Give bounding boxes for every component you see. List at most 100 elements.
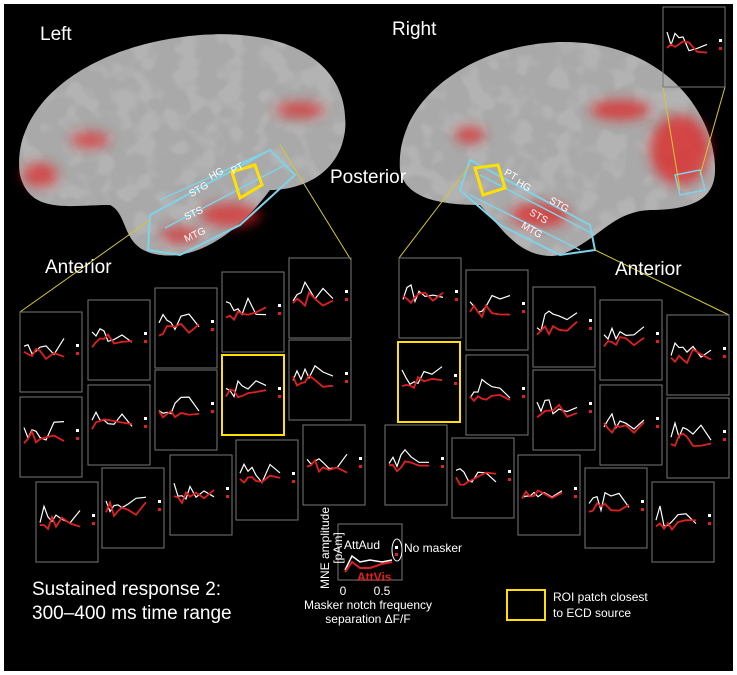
trace-vis [603,336,645,348]
no-masker-vis [158,508,161,511]
no-masker-vis [441,465,444,468]
panel [465,354,529,436]
no-masker-vis [574,495,577,498]
no-masker-vis [359,465,362,468]
panel [451,437,515,519]
panel [101,467,165,549]
panel [599,299,663,381]
no-masker-vis [226,495,229,498]
no-masker-vis [211,328,214,331]
no-masker-vis [708,522,711,525]
trace-vis [292,374,334,388]
no-masker-vis [723,438,726,441]
no-masker-vis [508,478,511,481]
no-masker-aud [708,514,711,517]
trace-vis [536,321,578,337]
no-masker-aud [656,417,659,420]
panel [465,269,529,351]
panel [221,354,285,436]
trace-vis [91,333,133,348]
trace-aud [469,378,511,399]
trace-vis [402,291,444,305]
trace-vis [603,421,645,435]
panel [662,6,726,88]
trace-aud [670,420,712,441]
panel [154,369,218,451]
no-masker-aud [144,332,147,335]
trace-aud [603,326,645,341]
no-masker-vis [522,395,525,398]
panel [397,341,461,423]
no-masker-vis [522,310,525,313]
no-masker-vis [589,327,592,330]
no-masker-vis [656,425,659,428]
legend-x-label: Masker notch frequency [304,598,432,612]
direction-label: Anterior [45,257,112,278]
trace-aud [225,296,267,316]
no-masker-vis [76,437,79,440]
no-masker-aud [278,387,281,390]
no-masker-vis [92,522,95,525]
trace-vis [39,514,81,531]
trace-vis [225,388,267,399]
trace-vis [239,474,281,484]
trace-aud [388,448,430,469]
no-masker-vis [589,410,592,413]
trace-vis [469,303,511,319]
panel [666,314,730,396]
panel [599,384,663,466]
no-masker-aud [345,372,348,375]
panel [19,311,83,393]
trace-aud [239,462,281,484]
legend-x-tick: 0.5 [374,584,391,598]
no-masker-aud [455,290,458,293]
no-masker-aud [441,457,444,460]
no-masker-vis [656,340,659,343]
trace-aud [655,505,697,527]
panel [35,481,99,563]
panel [666,397,730,479]
panel [169,454,233,536]
trace-vis [670,347,712,365]
left-brain [19,34,346,257]
trace-aud [225,379,267,399]
no-masker-aud [522,302,525,305]
no-masker-aud [211,320,214,323]
no-masker-aud [522,387,525,390]
panel [384,424,448,506]
panel [87,384,151,466]
trace-vis [91,418,133,430]
no-masker-vis [455,298,458,301]
trace-vis [455,471,497,486]
panel [532,286,596,368]
legend-x-tick: 0 [340,584,347,598]
trace-aud [91,410,133,427]
legend-att-vis: AttVis [357,570,392,584]
no-masker-aud [292,472,295,475]
trace-vis [23,429,65,444]
no-masker-aud [508,470,511,473]
right-brain [399,41,715,257]
no-masker-aud [76,344,79,347]
panel [288,339,352,421]
trace-vis [388,460,430,473]
roi-note: to ECD source [553,606,631,620]
no-masker-aud [719,39,722,42]
trace-aud [536,399,578,415]
trace-vis [469,394,511,403]
trace-vis [401,375,443,390]
panel [651,481,715,563]
no-masker-vis [278,395,281,398]
no-masker-aud [589,319,592,322]
trace-aud [158,396,200,415]
no-masker-vis [144,340,147,343]
no-masker-aud [359,457,362,460]
no-masker-aud [641,500,644,503]
caption: Sustained response 2: [32,579,221,600]
trace-vis [666,40,708,54]
no-masker-aud [589,402,592,405]
direction-label: Posterior [330,167,407,188]
legend-y-unit: [pAm] [331,532,345,563]
no-masker-vis [723,355,726,358]
no-masker-vis [454,382,457,385]
